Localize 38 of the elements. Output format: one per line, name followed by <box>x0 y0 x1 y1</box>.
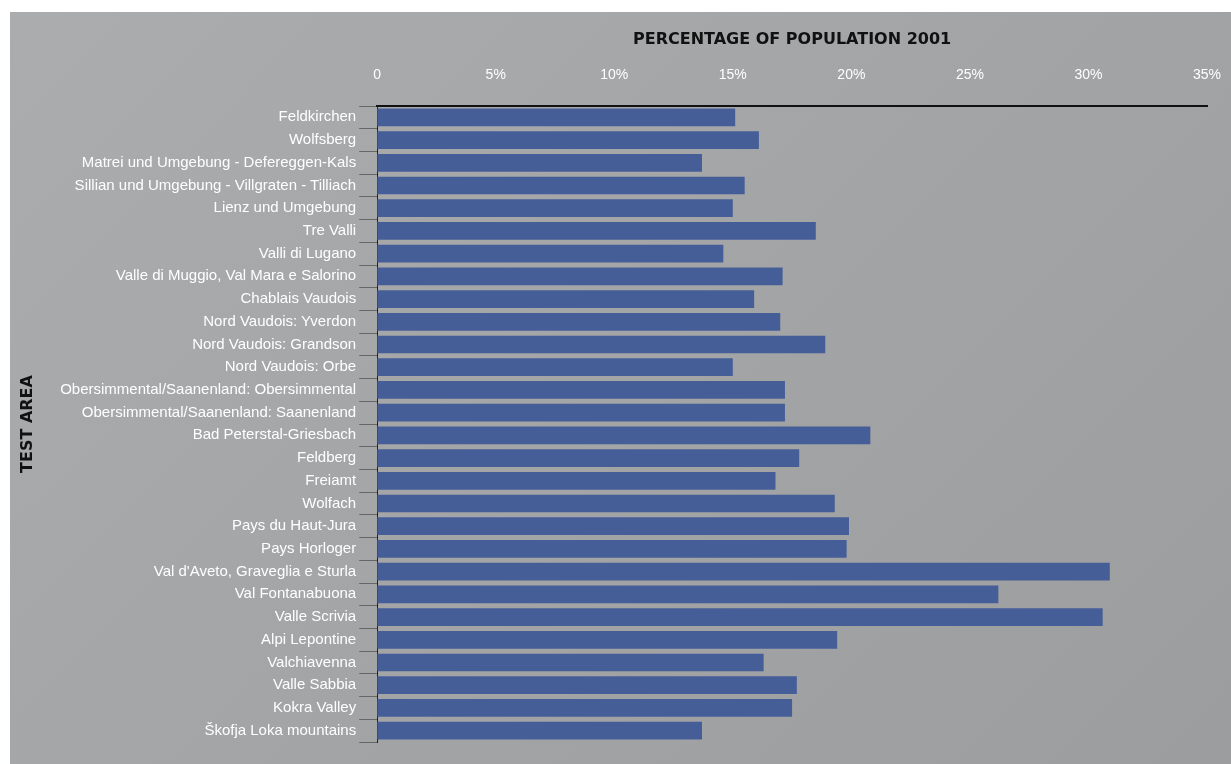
y-tick-label: Tre Valli <box>302 221 357 239</box>
y-tick-label: Wolfach <box>302 493 357 511</box>
y-tick-label: Nord Vaudois: Orbe <box>224 357 357 375</box>
y-tick-label: Valle di Muggio, Val Mara e Salorino <box>115 266 357 284</box>
y-tick-label: Škofja Loka mountains <box>204 720 357 738</box>
y-tick-label: Valle Scrivia <box>274 607 357 625</box>
y-tick-label: Wolfsberg <box>288 130 357 148</box>
y-tick-label: Feldkirchen <box>278 107 357 125</box>
y-axis-title: TEST AREA <box>16 374 36 473</box>
y-tick-label: Feldberg <box>296 448 357 466</box>
y-tick-label: Nord Vaudois: Grandson <box>192 334 357 352</box>
y-tick-label: Valle Sabbia <box>273 675 357 693</box>
x-tick-label: 30% <box>1074 66 1103 83</box>
y-tick-label: Val Fontanabuona <box>234 584 357 602</box>
x-axis-title: PERCENTAGE OF POPULATION 2001 <box>633 28 952 48</box>
y-tick-label: Bad Peterstal-Griesbach <box>192 425 357 443</box>
y-tick-label: Val d'Aveto, Graveglia e Sturla <box>153 561 357 579</box>
y-tick-label: Sillian und Umgebung - Villgraten - Tilliach <box>74 175 357 193</box>
y-tick-label: Pays Horloger <box>261 539 357 557</box>
x-tick-label: 0 <box>373 66 382 83</box>
y-tick-label: Obersimmental/Saanenland: Saanenland <box>81 402 357 420</box>
y-tick-label: Obersimmental/Saanenland: Obersimmental <box>60 380 357 398</box>
x-tick-label: 15% <box>718 66 747 83</box>
y-tick-label: Alpi Lepontine <box>261 629 357 647</box>
y-tick-label: Chablais Vaudois <box>240 289 357 307</box>
y-tick-label: Matrei und Umgebung - Defereggen-Kals <box>81 152 357 170</box>
x-tick-label: 10% <box>600 66 629 83</box>
y-tick-label: Lienz und Umgebung <box>213 198 357 216</box>
y-tick-label: Valli di Lugano <box>258 243 357 261</box>
x-tick-label: 35% <box>1192 66 1222 83</box>
x-tick-label: 20% <box>837 66 866 83</box>
x-tick-label: 5% <box>485 66 506 83</box>
y-tick-label: Nord Vaudois: Yverdon <box>203 311 357 329</box>
x-tick-label: 25% <box>955 66 984 83</box>
y-tick-label: Kokra Valley <box>273 698 357 716</box>
y-tick-label: Valchiavenna <box>267 652 357 670</box>
y-tick-label: Freiamt <box>305 470 357 488</box>
y-tick-label: Pays du Haut-Jura <box>231 516 357 534</box>
